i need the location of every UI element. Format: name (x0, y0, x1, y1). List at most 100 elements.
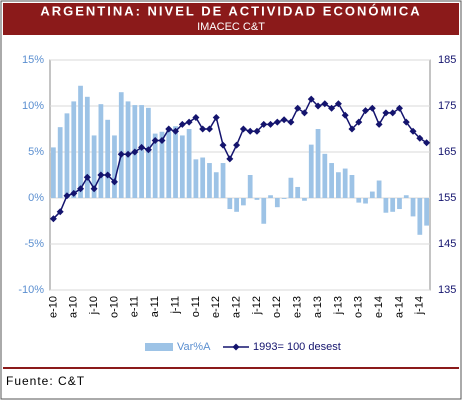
bar (349, 175, 355, 198)
marker (124, 150, 132, 158)
marker (226, 155, 234, 163)
x-tick-label: j-12 (251, 296, 263, 315)
bar (241, 198, 246, 206)
bar (105, 119, 111, 198)
bar (186, 129, 192, 198)
y2-tick-label: 155 (438, 192, 456, 204)
marker (144, 146, 152, 154)
bar (64, 113, 70, 198)
bar (268, 195, 273, 198)
bar (91, 135, 97, 198)
x-tick-label: j-10 (88, 296, 100, 315)
x-tick-label: o-12 (271, 296, 283, 318)
marker (253, 127, 261, 135)
marker (104, 171, 112, 179)
y-tick-label: -10% (18, 284, 44, 296)
bar (308, 144, 314, 198)
bar (193, 159, 199, 198)
bar (166, 129, 172, 198)
bar (336, 172, 341, 198)
marker (287, 118, 295, 126)
bar (383, 198, 389, 213)
bar (98, 104, 104, 198)
marker (246, 127, 254, 135)
legend-swatch (145, 343, 173, 351)
x-tick-label: a-14 (393, 296, 405, 318)
x-tick-label: j-13 (332, 296, 344, 315)
y2-tick-label: 185 (438, 54, 456, 66)
marker (382, 109, 390, 117)
x-tick-label: e-12 (210, 296, 222, 318)
bar (363, 198, 368, 204)
y-tick-label: 15% (22, 54, 44, 66)
y2-tick-label: 165 (438, 146, 456, 158)
marker (273, 118, 281, 126)
bar (57, 127, 63, 198)
bar (302, 198, 307, 201)
bar (424, 198, 429, 226)
marker (49, 215, 57, 223)
legend-label: Var%A (177, 341, 211, 353)
marker (362, 107, 370, 115)
marker (192, 114, 200, 121)
x-tick-label: e-11 (129, 296, 141, 317)
bar (315, 129, 321, 198)
x-tick-label: a-13 (312, 296, 324, 318)
marker (389, 109, 397, 117)
marker (307, 95, 315, 103)
marker (131, 148, 139, 156)
x-tick-label: a-12 (231, 296, 243, 318)
bar (397, 198, 402, 210)
marker (172, 127, 180, 135)
bar (179, 135, 185, 198)
bar (376, 180, 382, 198)
marker (165, 125, 173, 133)
legend-label: 1993= 100 desest (253, 341, 341, 353)
marker (368, 104, 376, 112)
marker (70, 189, 78, 197)
bar (139, 105, 144, 198)
x-tick-label: e-13 (292, 296, 304, 318)
bar (213, 172, 219, 198)
marker (321, 100, 329, 108)
bar (51, 147, 56, 198)
legend-marker (232, 343, 240, 351)
bar (200, 157, 206, 198)
bar (288, 177, 294, 198)
marker (117, 150, 125, 158)
y-tick-label: 0% (28, 192, 44, 204)
x-tick-label: e-14 (373, 296, 385, 318)
bar (152, 133, 158, 198)
bar (390, 198, 396, 212)
bar (356, 198, 362, 203)
marker (158, 137, 166, 144)
x-tick-label: e-10 (47, 296, 59, 318)
x-tick-label: a-11 (149, 296, 161, 317)
bar (207, 163, 212, 198)
marker (348, 125, 356, 133)
bar (254, 198, 260, 200)
bar (173, 126, 178, 198)
bar (329, 163, 334, 198)
marker (328, 104, 336, 112)
bar (84, 96, 90, 198)
marker (178, 120, 186, 128)
bar (274, 198, 280, 208)
source: Fuente: C&T (6, 374, 85, 388)
y2-tick-label: 145 (438, 238, 456, 250)
bar (342, 168, 348, 198)
marker (233, 141, 241, 149)
marker (97, 171, 105, 179)
bar (220, 163, 226, 198)
bar (322, 153, 328, 198)
bar (125, 101, 131, 198)
marker (260, 120, 268, 128)
marker (267, 120, 275, 128)
marker (90, 185, 98, 193)
marker (375, 120, 383, 128)
marker (334, 100, 342, 108)
marker (151, 137, 159, 144)
x-tick-label: o-13 (353, 296, 365, 318)
y2-tick-label: 135 (438, 284, 456, 296)
